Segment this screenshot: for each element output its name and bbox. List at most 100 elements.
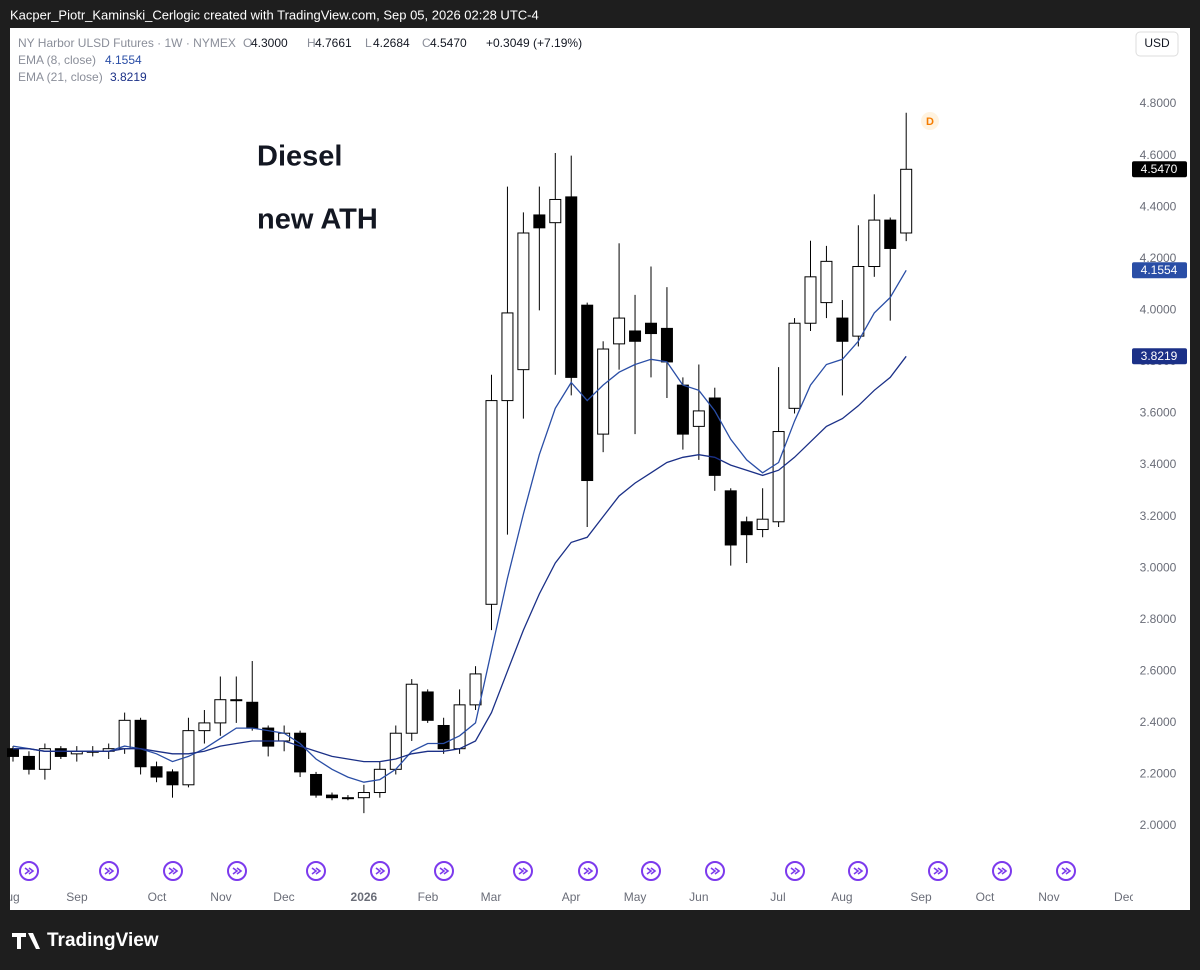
event-icon-glyph (439, 867, 450, 875)
event-icon-glyph (168, 867, 179, 875)
event-icon-glyph (853, 867, 864, 875)
x-tick-label: Jul (770, 890, 785, 904)
ohlc-key: H (307, 36, 316, 50)
event-icon-glyph (710, 867, 721, 875)
candle-body (118, 719, 131, 750)
candle-body (644, 322, 657, 335)
annotation: new ATH (257, 204, 378, 236)
candle-body (581, 304, 594, 482)
attribution: Kacper_Piotr_Kaminski_Cerlogic created w… (10, 7, 539, 22)
footer (0, 910, 1200, 970)
y-tick-label: 4.8000 (1140, 96, 1177, 110)
y-tick-label: 3.6000 (1140, 406, 1177, 420)
x-tick-label: May (624, 890, 647, 904)
candle-body (54, 748, 67, 757)
event-icon-glyph (933, 867, 944, 875)
candle-body (246, 701, 259, 729)
price-tag (1132, 161, 1187, 178)
event-icon-glyph (311, 867, 322, 875)
candle-body (405, 683, 418, 734)
candle-body (437, 724, 450, 750)
candle-body (469, 673, 482, 706)
ema-line (13, 355, 907, 763)
candle-body (453, 704, 466, 750)
candle-body (373, 768, 386, 794)
y-tick-label: 3.2000 (1140, 509, 1177, 523)
y-tick-label: 2.6000 (1140, 664, 1177, 678)
candle-body (38, 748, 51, 770)
candle-body (294, 732, 307, 773)
currency-box[interactable] (1135, 31, 1179, 57)
legend-name: EMA (8, close) (18, 53, 96, 67)
candle-body (166, 771, 179, 786)
candle-body (740, 521, 753, 536)
candle-body (389, 732, 402, 770)
legend-value: 3.8219 (110, 70, 147, 84)
x-tick-label: Feb (418, 890, 439, 904)
x-tick-label: Oct (976, 890, 995, 904)
x-tick-label: Sep (66, 890, 88, 904)
y-tick-label: 2.4000 (1140, 715, 1177, 729)
y-tick-label: 4.4000 (1140, 199, 1177, 213)
x-tick-label: Jun (689, 890, 708, 904)
event-icon-glyph (24, 867, 35, 875)
x-tick-label: Sep (910, 890, 932, 904)
candle-body (597, 348, 610, 435)
candle-body (820, 260, 833, 304)
y-tick-label: 2.8000 (1140, 612, 1177, 626)
candle-body (214, 699, 227, 724)
candle-body (676, 384, 689, 435)
candle-body (692, 410, 705, 427)
candle-body (772, 431, 785, 523)
y-tick-label: 4.6000 (1140, 148, 1177, 162)
event-icon-glyph (1061, 867, 1072, 875)
ohlc-key: C (422, 36, 431, 50)
candle-body (262, 727, 275, 747)
y-tick-label: 3.4000 (1140, 457, 1177, 471)
x-tick-label: Dec (1114, 890, 1135, 904)
candle-body (150, 766, 163, 778)
currency[interactable]: USD (1144, 36, 1170, 50)
candle-body (724, 490, 737, 546)
legend-name: EMA (21, close) (18, 70, 103, 84)
candle-body (310, 773, 323, 796)
ohlc-key: O (243, 36, 252, 50)
dividend-marker[interactable] (921, 112, 939, 130)
candle-body (6, 748, 19, 757)
candle-body (278, 732, 291, 742)
x-tick-label: Apr (562, 890, 581, 904)
candle-body (325, 794, 338, 799)
chart-panel (10, 28, 1190, 910)
candle-body (868, 219, 881, 268)
x-axis: Aug Sep Oct Nov Dec 2026 Feb Mar Apr May Jun Jul Aug… (0, 890, 1135, 904)
y-tick-label: 4.2000 (1140, 251, 1177, 265)
candle-body (788, 322, 801, 409)
candle-body (341, 797, 354, 800)
ohlc-value: 4.2684 (373, 36, 410, 50)
marker-label[interactable]: D (926, 116, 934, 128)
price-tag-label: 4.1554 (1141, 263, 1178, 277)
event-icon-glyph (790, 867, 801, 875)
candle-body (629, 330, 642, 342)
candle-body (134, 719, 147, 768)
candle-body (533, 214, 546, 229)
candle-body (900, 168, 913, 234)
x-tick-label: Aug (0, 890, 20, 904)
candle-body (357, 792, 370, 799)
event-icon-glyph (997, 867, 1008, 875)
chart-title: NY Harbor ULSD Futures · 1W · NYMEX (18, 36, 236, 50)
y-tick-label: 3.0000 (1140, 560, 1177, 574)
x-tick-label: Nov (1038, 890, 1059, 904)
logo-icon (12, 933, 40, 949)
ohlc-value: 4.3000 (251, 36, 288, 50)
candle-body (804, 276, 817, 324)
candle-body (565, 196, 578, 378)
price-tag (1132, 262, 1187, 279)
candle-body (660, 327, 673, 363)
ohlc-value: 4.5470 (430, 36, 467, 50)
price-tag-label: 3.8219 (1141, 349, 1178, 363)
ema-line (12, 269, 907, 783)
ohlc-key: L (365, 36, 372, 50)
candle-body (549, 198, 562, 224)
